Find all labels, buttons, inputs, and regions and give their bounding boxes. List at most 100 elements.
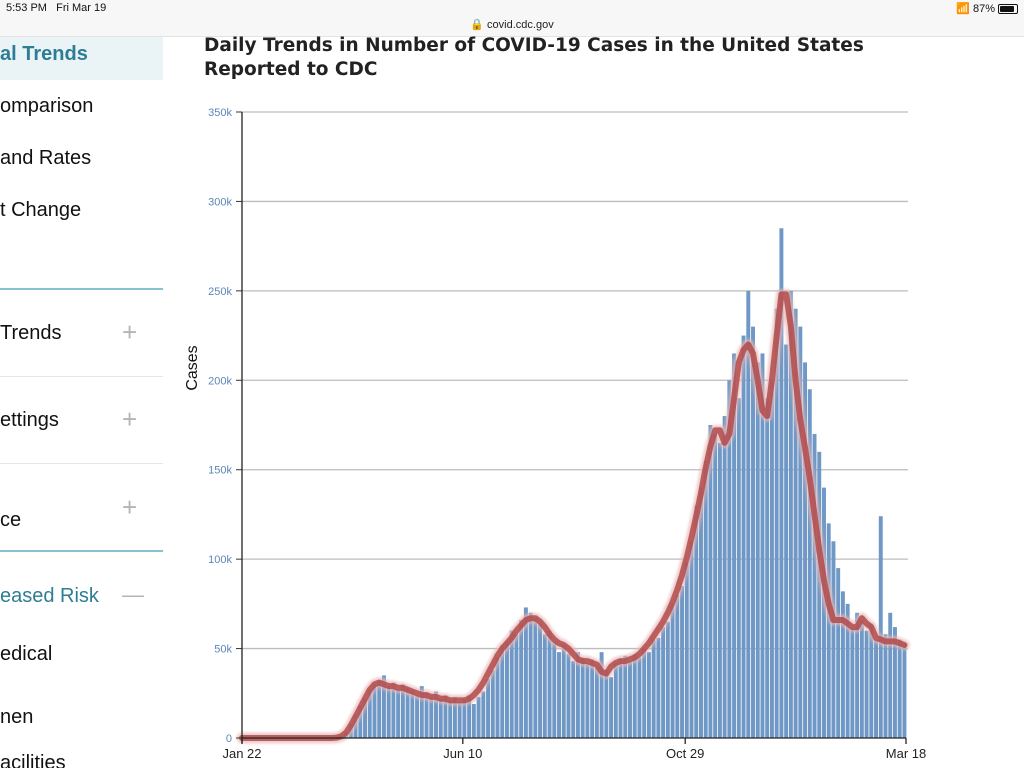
bar-daily-cases bbox=[528, 612, 533, 738]
expand-plus-icon[interactable]: + bbox=[122, 492, 138, 522]
bar-daily-cases bbox=[680, 585, 685, 738]
sidebar-section-ce[interactable]: ce bbox=[0, 509, 22, 531]
bar-daily-cases bbox=[864, 630, 869, 738]
bar-daily-cases bbox=[613, 662, 618, 738]
chart-title: Daily Trends in Number of COVID-19 Cases… bbox=[204, 35, 864, 80]
y-tick-label: 200k bbox=[208, 375, 232, 387]
sidebar-subitem-medical[interactable]: edical bbox=[0, 643, 53, 665]
bar-daily-cases bbox=[708, 425, 713, 738]
bar-daily-cases bbox=[656, 637, 661, 738]
battery-percent: 87% bbox=[972, 2, 995, 15]
bar-daily-cases bbox=[575, 652, 580, 738]
x-tick-label: Jun 10 bbox=[443, 746, 482, 761]
bar-daily-cases bbox=[646, 652, 651, 738]
bar-daily-cases bbox=[358, 705, 363, 738]
bar-daily-cases bbox=[874, 639, 878, 738]
sidebar-subitem-men[interactable]: nen bbox=[0, 706, 34, 728]
sidebar-item-percent-change[interactable]: t Change bbox=[0, 199, 82, 221]
expand-plus-icon[interactable]: + bbox=[122, 404, 138, 434]
bar-daily-cases bbox=[538, 623, 543, 738]
divider bbox=[0, 463, 163, 464]
bar-daily-cases bbox=[642, 648, 647, 738]
bar-daily-cases bbox=[765, 398, 770, 738]
bar-daily-cases bbox=[604, 670, 609, 738]
bar-daily-cases bbox=[410, 689, 415, 738]
bar-daily-cases bbox=[831, 541, 836, 738]
bar-daily-cases bbox=[684, 562, 689, 738]
bar-daily-cases bbox=[784, 344, 789, 738]
bar-daily-cases bbox=[434, 691, 438, 738]
sidebar-section-increased-risk[interactable]: eased Risk bbox=[0, 585, 99, 607]
bar-daily-cases bbox=[883, 634, 888, 738]
x-tick-label: Mar 18 bbox=[886, 746, 926, 761]
bar-daily-cases bbox=[732, 353, 737, 738]
bar-daily-cases bbox=[817, 451, 822, 738]
bar-daily-cases bbox=[533, 618, 538, 738]
bar-daily-cases bbox=[746, 290, 751, 738]
sidebar-subitem-facilities[interactable]: acilities bbox=[0, 752, 66, 768]
bar-daily-cases bbox=[542, 634, 547, 738]
bar-daily-cases bbox=[632, 653, 637, 738]
bar-daily-cases bbox=[812, 433, 817, 738]
sidebar-section-trends[interactable]: Trends bbox=[0, 322, 62, 344]
bar-daily-cases bbox=[698, 487, 703, 738]
sidebar-section-settings[interactable]: ettings bbox=[0, 409, 59, 431]
bar-daily-cases bbox=[855, 612, 860, 738]
lock-icon: 🔒 bbox=[470, 19, 484, 31]
sidebar-item-cases-rates[interactable]: and Rates bbox=[0, 147, 92, 169]
bar-daily-cases bbox=[594, 666, 599, 738]
bar-daily-cases bbox=[585, 662, 590, 738]
expand-plus-icon[interactable]: + bbox=[122, 317, 138, 347]
sidebar-item-comparison[interactable]: omparison bbox=[0, 95, 94, 117]
bar-daily-cases bbox=[452, 696, 457, 738]
bar-daily-cases bbox=[429, 696, 434, 738]
bar-daily-cases bbox=[798, 326, 803, 738]
collapse-minus-icon[interactable]: — bbox=[122, 582, 144, 607]
bar-daily-cases bbox=[405, 687, 410, 738]
bar-daily-cases bbox=[490, 670, 495, 738]
bar-daily-cases bbox=[381, 675, 386, 738]
wifi-icon: 📶 bbox=[956, 3, 970, 15]
bar-daily-cases bbox=[637, 657, 642, 738]
y-tick-label: 300k bbox=[208, 196, 232, 208]
bar-daily-cases bbox=[363, 698, 367, 738]
bar-daily-cases bbox=[774, 308, 779, 738]
y-tick-label: 250k bbox=[208, 286, 232, 298]
bar-daily-cases bbox=[850, 627, 855, 738]
bar-daily-cases bbox=[552, 641, 557, 738]
bar-daily-cases bbox=[665, 621, 670, 738]
bar-daily-cases bbox=[822, 487, 826, 738]
y-tick-label: 0 bbox=[226, 733, 232, 745]
bar-daily-cases bbox=[561, 644, 566, 738]
bar-daily-cases bbox=[840, 591, 845, 738]
bar-daily-cases bbox=[623, 655, 628, 738]
bar-daily-cases bbox=[836, 568, 841, 738]
bar-daily-cases bbox=[438, 698, 443, 738]
bar-daily-cases bbox=[590, 659, 595, 738]
bar-daily-cases bbox=[788, 290, 793, 738]
bar-daily-cases bbox=[741, 335, 746, 738]
divider bbox=[0, 376, 163, 377]
divider bbox=[0, 288, 163, 290]
bar-daily-cases bbox=[897, 639, 902, 738]
url-bar[interactable]: 🔒 covid.cdc.gov bbox=[470, 19, 554, 31]
bar-daily-cases bbox=[566, 653, 571, 738]
bar-daily-cases bbox=[599, 652, 604, 738]
bar-daily-cases bbox=[400, 684, 405, 738]
bar-daily-cases bbox=[448, 700, 453, 738]
x-tick-label: Jan 22 bbox=[222, 746, 261, 761]
status-indicators: 📶 87% bbox=[956, 2, 1018, 15]
bar-daily-cases bbox=[519, 619, 524, 738]
bar-daily-cases bbox=[807, 389, 812, 738]
bar-daily-cases bbox=[769, 380, 774, 738]
sidebar-item-national-trends[interactable]: al Trends bbox=[0, 37, 163, 80]
bar-daily-cases bbox=[628, 661, 632, 738]
moving-average-line bbox=[239, 291, 908, 741]
bar-daily-cases bbox=[826, 523, 831, 738]
bar-daily-cases bbox=[481, 691, 486, 738]
bar-daily-cases bbox=[717, 442, 722, 738]
bar-daily-cases bbox=[372, 684, 377, 738]
bar-daily-cases bbox=[651, 639, 656, 738]
bar-daily-cases bbox=[878, 516, 883, 738]
